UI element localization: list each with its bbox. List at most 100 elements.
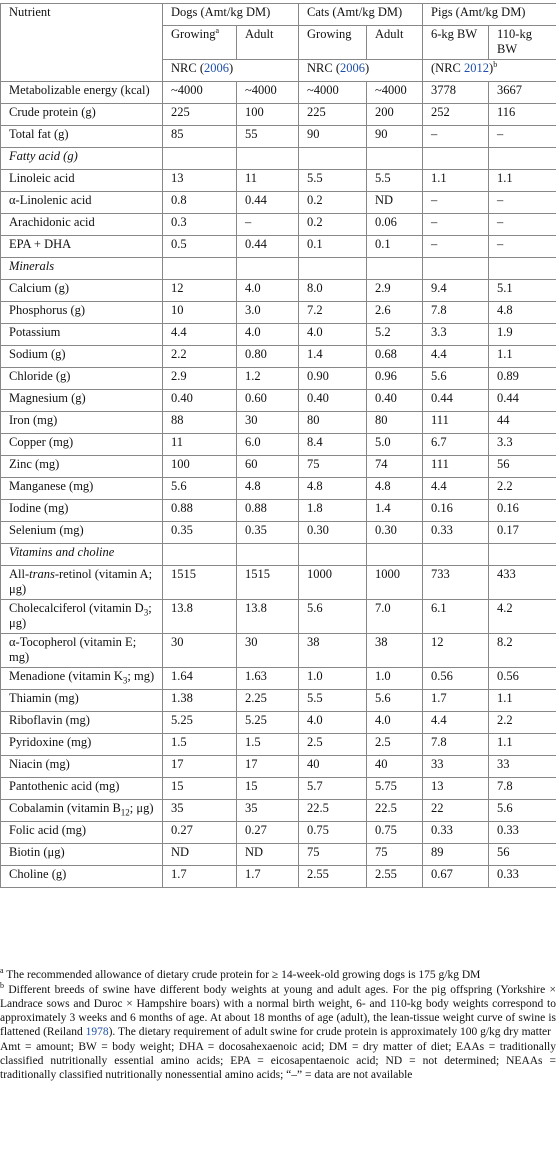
value-cell: 0.68 (365, 345, 423, 368)
table-row: Metabolizable energy (kcal) ~4000 ~4000 ~40… (0, 81, 556, 104)
value-cell: 0.35 (236, 521, 299, 544)
empty-cell (236, 257, 299, 280)
section-label: Vitamins and choline (0, 543, 163, 566)
value-cell: 0.30 (298, 521, 367, 544)
value-cell: 1515 (236, 565, 299, 600)
value-cell: 75 (298, 455, 367, 478)
citation-link[interactable]: 2006 (340, 61, 365, 75)
empty-cell (488, 257, 556, 280)
value-cell: ND (365, 191, 423, 214)
value-cell: 4.4 (422, 345, 489, 368)
citation-link[interactable]: 2006 (204, 61, 229, 75)
value-cell: 33 (488, 755, 556, 778)
value-cell: 1.7 (162, 865, 237, 888)
citation-link[interactable]: 1978 (85, 1026, 109, 1038)
value-cell: 5.75 (365, 777, 423, 800)
nutrient-label: All-trans-retinol (vitamin A; μg) (0, 565, 163, 600)
value-cell: 0.88 (236, 499, 299, 522)
value-cell: 1.0 (298, 667, 367, 690)
value-cell: 8.0 (298, 279, 367, 302)
nutrient-label: Iron (mg) (0, 411, 163, 434)
value-cell: 4.0 (236, 279, 299, 302)
nutrient-label: Magnesium (g) (0, 389, 163, 412)
nutrient-label: Biotin (μg) (0, 843, 163, 866)
citation-link[interactable]: 2012 (464, 61, 490, 75)
value-cell: 0.1 (298, 235, 367, 258)
value-cell: 5.6 (298, 599, 367, 634)
value-cell: 90 (365, 125, 423, 148)
value-cell: 4.0 (365, 711, 423, 734)
nutrient-label: EPA + DHA (0, 235, 163, 258)
table-row: Folic acid (mg) 0.27 0.27 0.75 0.75 0.33 0.33 (0, 821, 556, 844)
value-cell: 4.0 (236, 323, 299, 346)
empty-cell (488, 543, 556, 566)
value-cell: 1.64 (162, 667, 237, 690)
value-cell: 3.0 (236, 301, 299, 324)
value-cell: 13 (162, 169, 237, 192)
section-label: Minerals (0, 257, 163, 280)
nutrient-label: Arachidonic acid (0, 213, 163, 236)
nutrient-label: Calcium (g) (0, 279, 163, 302)
value-cell: 22.5 (298, 799, 367, 822)
header-ref-pigs: (NRC 2012)b (422, 59, 556, 82)
header-dogs-adult: Adult (236, 25, 299, 60)
value-cell: 7.8 (422, 301, 489, 324)
table-row: Potassium 4.4 4.0 4.0 5.2 3.3 1.9 (0, 323, 556, 346)
empty-cell (298, 147, 367, 170)
value-cell: 30 (236, 633, 299, 668)
table-row: Crude protein (g) 225 100 225 200 252 116 (0, 103, 556, 126)
value-cell: 100 (236, 103, 299, 126)
empty-cell (422, 147, 489, 170)
value-cell: 38 (365, 633, 423, 668)
nutrient-label: Zinc (mg) (0, 455, 163, 478)
value-cell: 6.0 (236, 433, 299, 456)
value-cell: 80 (298, 411, 367, 434)
nutrient-label: Potassium (0, 323, 163, 346)
value-cell: 2.25 (236, 689, 299, 712)
value-cell: 433 (488, 565, 556, 600)
value-cell: 12 (162, 279, 237, 302)
table-row: Total fat (g) 85 55 90 90– – (0, 125, 556, 148)
value-cell: 4.8 (365, 477, 423, 500)
value-cell: 0.67 (422, 865, 489, 888)
value-cell: 5.7 (298, 777, 367, 800)
value-cell: 1515 (162, 565, 237, 600)
value-cell: 0.56 (422, 667, 489, 690)
footnote-a: a The recommended allowance of dietary c… (0, 966, 481, 981)
value-cell: 0.56 (488, 667, 556, 690)
value-cell: 3.3 (422, 323, 489, 346)
value-cell: 5.5 (298, 169, 367, 192)
empty-cell (236, 147, 299, 170)
value-cell: 1.1 (488, 733, 556, 756)
empty-cell (236, 543, 299, 566)
value-cell: 1.0 (365, 667, 423, 690)
value-cell: 6.7 (422, 433, 489, 456)
nutrient-label: Manganese (mg) (0, 477, 163, 500)
value-cell: 33 (422, 755, 489, 778)
table-row: Phosphorus (g) 10 3.0 7.2 2.6 7.8 4.8 (0, 301, 556, 324)
nutrient-label: Pyridoxine (mg) (0, 733, 163, 756)
value-cell: 1000 (298, 565, 367, 600)
empty-cell (422, 543, 489, 566)
nutrient-label: Menadione (vitamin K3; mg) (0, 667, 163, 690)
value-cell: 0.2 (298, 191, 367, 214)
table-row: Niacin (mg) 17 17 40 40 33 33 (0, 755, 556, 778)
value-cell: ND (162, 843, 237, 866)
value-cell: – (236, 213, 299, 236)
table-row: Manganese (mg) 5.6 4.8 4.8 4.8 4.4 2.2 (0, 477, 556, 500)
value-cell: 1.9 (488, 323, 556, 346)
value-cell: 2.6 (365, 301, 423, 324)
value-cell: 0.27 (236, 821, 299, 844)
value-cell: 10 (162, 301, 237, 324)
value-cell: 1.1 (422, 169, 489, 192)
header-pigs-6kg: 6-kg BW (422, 25, 489, 60)
nutrient-table: Nutrient Dogs (Amt/kg DM) Cats (Amt/kg D… (0, 3, 556, 888)
value-cell: 4.8 (488, 301, 556, 324)
empty-cell (365, 257, 423, 280)
value-cell: 0.8 (162, 191, 237, 214)
value-cell: 2.5 (365, 733, 423, 756)
value-cell: 0.44 (236, 235, 299, 258)
value-cell: 0.60 (236, 389, 299, 412)
value-cell: 3778 (422, 81, 489, 104)
value-cell: 5.6 (365, 689, 423, 712)
